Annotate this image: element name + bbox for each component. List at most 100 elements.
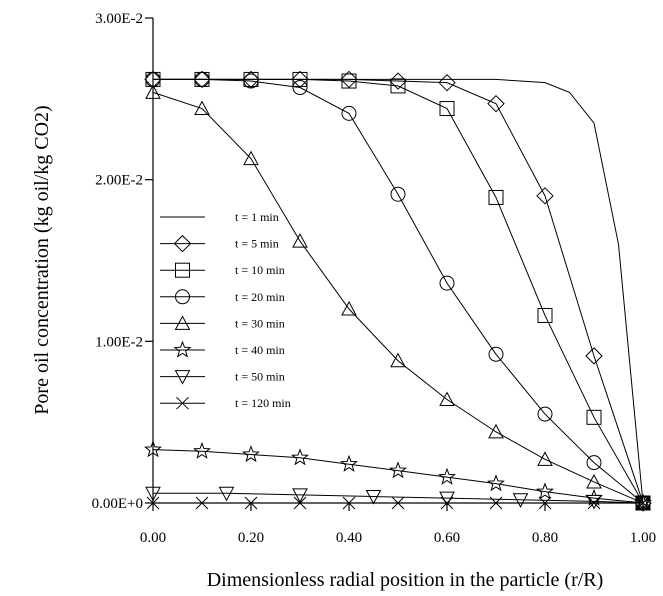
legend: t = 1 min t = 5 min t = 10 min t = 20 min t … xyxy=(160,210,291,410)
series-5-point xyxy=(145,84,161,99)
series-8-point xyxy=(391,496,405,510)
legend-marker-8 xyxy=(176,396,189,410)
series-4-point xyxy=(145,71,161,87)
legend-marker-7 xyxy=(174,370,191,385)
x-tick-label: 0.20 xyxy=(238,530,264,546)
series-8-point xyxy=(538,496,552,510)
series-5-point xyxy=(488,423,504,439)
series-7-point xyxy=(512,493,529,508)
legend-marker-5 xyxy=(174,315,191,330)
series-6-point xyxy=(291,448,309,466)
series-2-point xyxy=(291,70,309,89)
series-3-point xyxy=(341,73,357,89)
series-8-point xyxy=(636,496,650,510)
series-4-point xyxy=(537,406,553,422)
series-8-point xyxy=(244,496,258,510)
legend-label-1: t = 1 min xyxy=(235,210,279,224)
legend-label-8: t = 120 min xyxy=(235,396,291,410)
series-4-point xyxy=(341,105,357,121)
x-tick-label: 1.00 xyxy=(630,530,656,546)
series-8-point xyxy=(195,496,209,510)
legend-marker-2 xyxy=(173,234,192,253)
series-3-point xyxy=(390,78,406,94)
series-4-point xyxy=(292,80,308,96)
series-6-point xyxy=(389,461,407,479)
legend-label-2: t = 5 min xyxy=(235,237,279,251)
series-6-point xyxy=(487,474,505,492)
series-7-point xyxy=(439,491,455,507)
series-8-point xyxy=(293,496,307,510)
series-7-point xyxy=(218,486,235,502)
series-3-line xyxy=(153,78,644,504)
markers xyxy=(144,70,652,512)
axes: 0.00E+0 1.00E-2 2.00E-2 3.00E-2 0.00 0.20 0.40… xyxy=(92,11,657,546)
series-8-point xyxy=(440,496,454,510)
series-2-point xyxy=(340,70,358,89)
legend-label-6: t = 40 min xyxy=(235,343,285,357)
series-7-point xyxy=(635,496,651,512)
legend-marker-3 xyxy=(175,262,190,278)
series-2-point xyxy=(389,72,407,90)
series-6-point xyxy=(193,441,211,459)
series-5-point xyxy=(341,300,357,316)
series-6-point xyxy=(634,493,652,511)
series-5-point xyxy=(537,451,553,466)
series-7-point xyxy=(292,488,308,503)
series-4-point xyxy=(488,346,504,362)
series-2-point xyxy=(144,70,162,89)
curves xyxy=(152,78,644,504)
legend-label-3: t = 10 min xyxy=(235,263,285,277)
series-2-point xyxy=(487,94,505,113)
series-3-point xyxy=(292,71,308,87)
legend-label-7: t = 50 min xyxy=(235,370,285,384)
series-2-point xyxy=(536,187,554,205)
series-6-line xyxy=(152,449,644,504)
series-4-point xyxy=(439,275,455,291)
series-8-point xyxy=(146,496,160,510)
series-6-point xyxy=(340,454,358,472)
x-tick-label: 0.00 xyxy=(140,530,166,546)
series-5-point xyxy=(243,150,259,166)
x-tick-label: 0.40 xyxy=(336,530,362,546)
series-5-point xyxy=(292,233,308,248)
series-3-point xyxy=(439,101,455,117)
series-5-point xyxy=(194,100,210,116)
series-4-point xyxy=(243,73,259,89)
series-2-point xyxy=(585,347,603,365)
series-7-point xyxy=(586,494,602,510)
series-2-point xyxy=(438,73,456,92)
series-6-point xyxy=(242,445,260,463)
legend-marker-6 xyxy=(173,340,192,358)
series-4-point xyxy=(390,186,406,202)
series-8-point xyxy=(587,496,601,510)
series-6-point xyxy=(536,482,554,500)
series-3-point xyxy=(537,307,553,323)
series-5-point xyxy=(390,352,406,368)
series-3-point xyxy=(586,409,602,425)
legend-marker-4 xyxy=(175,289,190,305)
legend-label-5: t = 30 min xyxy=(235,316,285,330)
series-2-point xyxy=(193,70,211,89)
series-6-point xyxy=(438,467,456,485)
series-3-point xyxy=(488,189,504,205)
series-4-point xyxy=(194,71,210,87)
legend-label-4: t = 20 min xyxy=(235,290,285,304)
x-tick-label: 0.80 xyxy=(532,530,558,546)
series-5-point xyxy=(439,391,455,407)
series-7-point xyxy=(365,490,382,505)
series-7-line xyxy=(153,492,644,504)
series-6-point xyxy=(144,440,162,458)
series-5-point xyxy=(586,473,602,489)
x-axis-title: Dimensionless radial position in the par… xyxy=(207,569,604,591)
series-2-line xyxy=(153,78,644,504)
y-axis-title: Pore oil concentration (kg oil/kg CO2) xyxy=(31,105,53,414)
y-tick-label: 1.00E-2 xyxy=(95,334,143,350)
series-5-line xyxy=(152,91,644,504)
series-7-point xyxy=(145,486,161,502)
series-8-point xyxy=(342,496,356,510)
y-tick-label: 3.00E-2 xyxy=(95,11,143,27)
x-tick-label: 0.60 xyxy=(434,530,460,546)
series-4-point xyxy=(586,455,602,471)
series-1-line xyxy=(153,78,644,504)
